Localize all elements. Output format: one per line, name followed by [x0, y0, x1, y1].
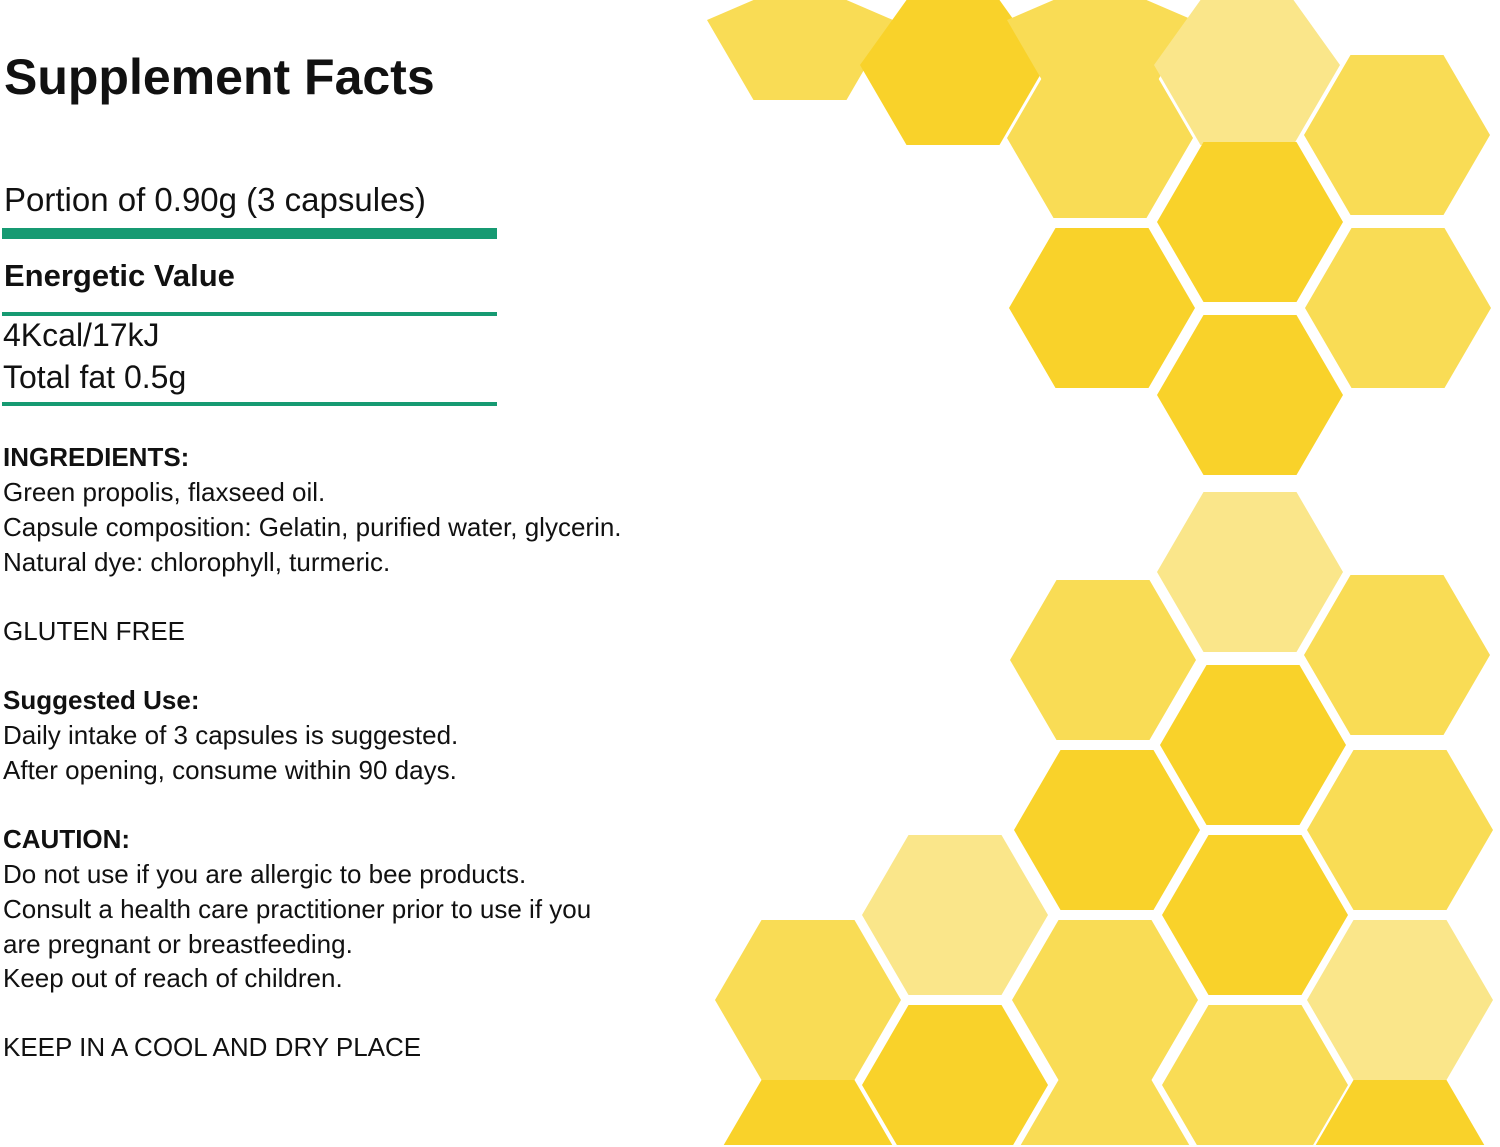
- energetic-value-heading: Energetic Value: [4, 258, 235, 293]
- honeycomb-cell: [1307, 750, 1493, 910]
- suggested-use-line: Daily intake of 3 capsules is suggested.: [3, 720, 459, 750]
- caution-line: Consult a health care practitioner prior…: [3, 894, 592, 924]
- honeycomb-cell: [860, 0, 1046, 145]
- honeycomb-cell: [1010, 580, 1196, 740]
- ingredients-line: Capsule composition: Gelatin, purified w…: [3, 512, 622, 542]
- suggested-use-line: After opening, consume within 90 days.: [3, 755, 457, 785]
- honeycomb-cell: [1304, 55, 1490, 215]
- honeycomb-cell: [1162, 1005, 1348, 1145]
- honeycomb-cell: [1305, 228, 1491, 388]
- caution-line: are pregnant or breastfeeding.: [3, 929, 353, 959]
- honeycomb-cell: [1007, 58, 1193, 218]
- fat-value: Total fat 0.5g: [3, 359, 187, 395]
- honeycomb-cell: [1162, 835, 1348, 995]
- honeycomb-cell: [1157, 142, 1343, 302]
- honeycomb-cell: [1157, 315, 1343, 475]
- page-title: Supplement Facts: [4, 49, 435, 105]
- honeycomb-cell: [1160, 665, 1346, 825]
- honeycomb-cell: [1315, 1080, 1485, 1145]
- divider: [2, 402, 497, 406]
- divider-thick: [2, 228, 497, 239]
- portion-size: Portion of 0.90g (3 capsules): [4, 181, 426, 218]
- honeycomb-cell: [862, 835, 1048, 995]
- ingredients-heading: INGREDIENTS:: [3, 442, 190, 472]
- divider: [2, 312, 497, 316]
- caution-line: Keep out of reach of children.: [3, 963, 343, 993]
- honeycomb-cell: [1009, 228, 1195, 388]
- caution-line: Do not use if you are allergic to bee pr…: [3, 859, 527, 889]
- honeycomb-cell: [715, 920, 901, 1080]
- ingredients-line: Natural dye: chlorophyll, turmeric.: [3, 547, 391, 577]
- energy-value: 4Kcal/17kJ: [3, 317, 160, 353]
- honeycomb-cell: [1157, 492, 1343, 652]
- suggested-use-heading: Suggested Use:: [3, 685, 200, 715]
- honeycomb-cell: [1154, 0, 1340, 145]
- honeycomb-cell: [707, 0, 893, 100]
- honeycomb-cell: [1304, 575, 1490, 735]
- caution-heading: CAUTION:: [3, 824, 131, 854]
- honeycomb-cell: [1307, 920, 1493, 1080]
- honeycomb-cell: [1014, 750, 1200, 910]
- honeycomb-cell: [862, 1005, 1048, 1145]
- honeycomb-cell: [723, 1080, 893, 1145]
- gluten-free: GLUTEN FREE: [3, 616, 186, 646]
- honeycomb-cell: [1012, 920, 1198, 1080]
- ingredients-line: Green propolis, flaxseed oil.: [3, 477, 326, 507]
- storage-instructions: KEEP IN A COOL AND DRY PLACE: [3, 1032, 422, 1062]
- honeycomb-cell: [1020, 1080, 1190, 1145]
